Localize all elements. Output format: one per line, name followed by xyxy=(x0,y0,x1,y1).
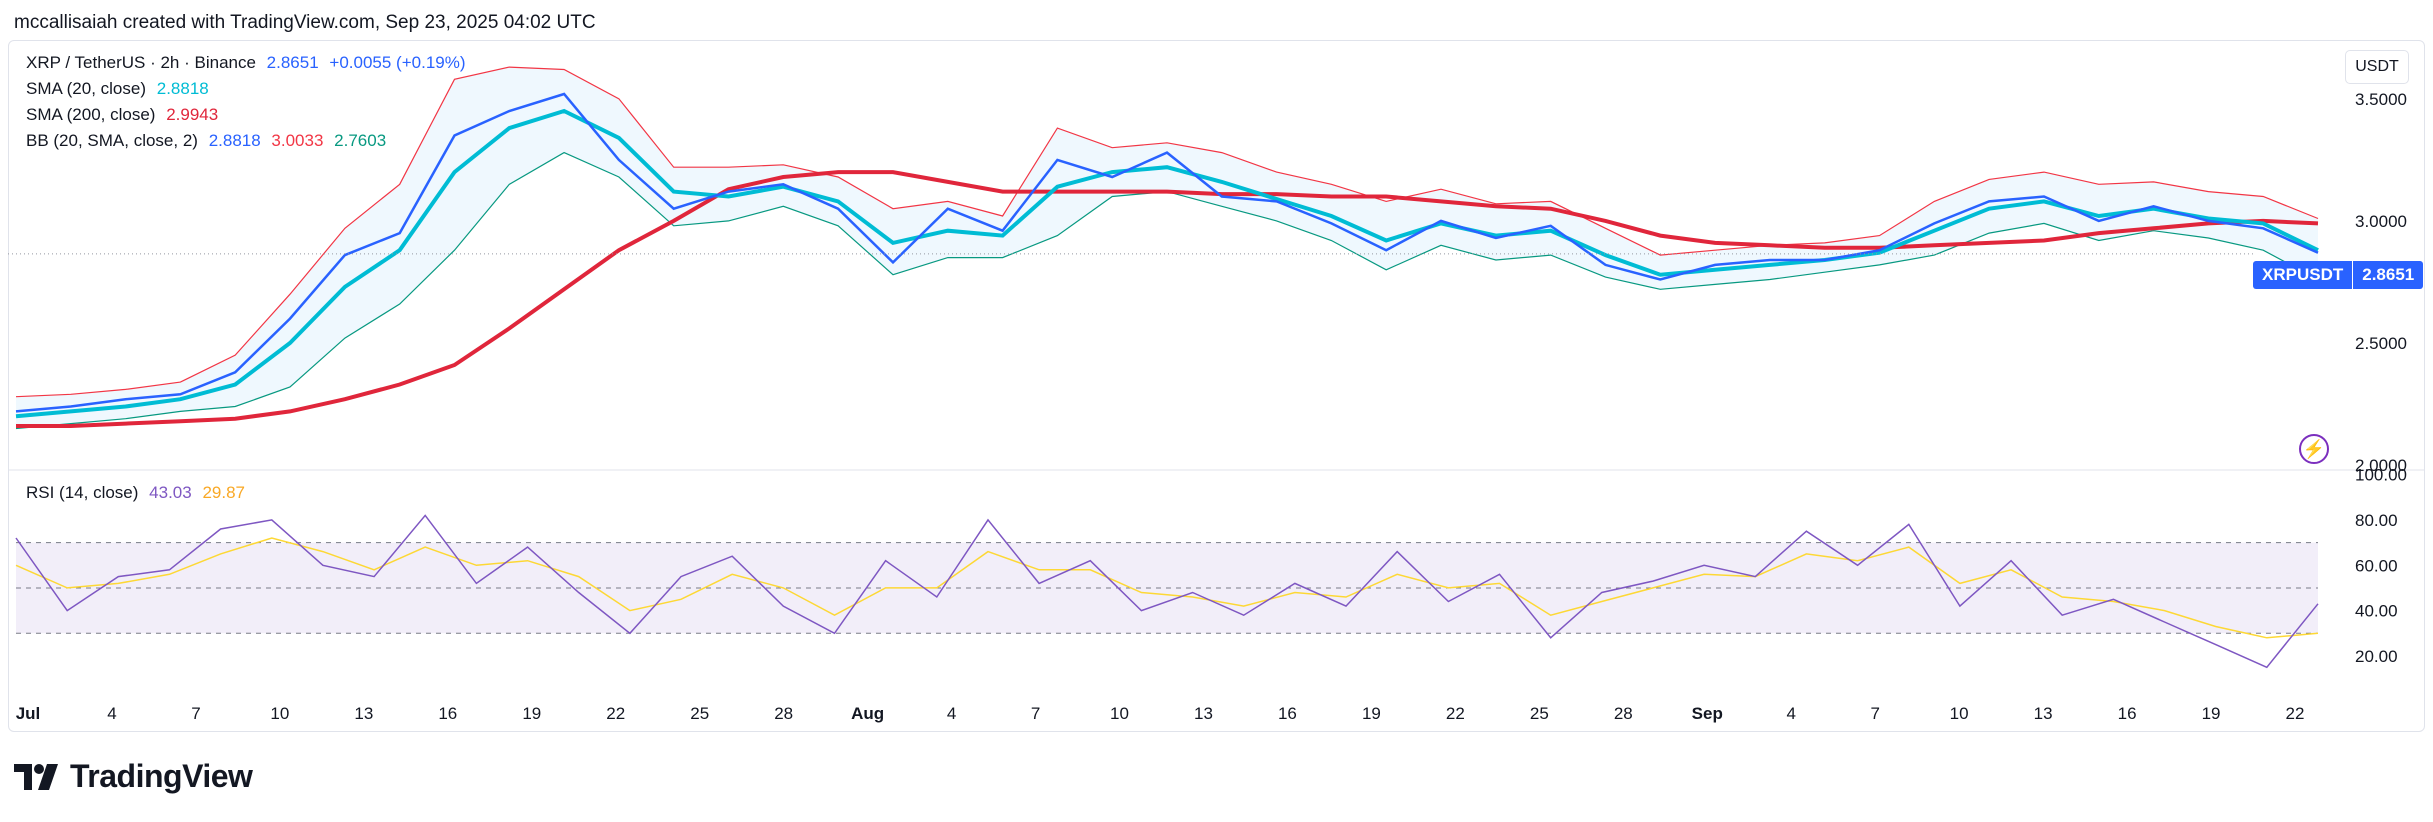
time-axis-tick: 16 xyxy=(2118,704,2137,723)
rsi-line xyxy=(15,514,2319,669)
price-axis-tick: 2.5000 xyxy=(2355,334,2407,353)
time-axis-tick: 4 xyxy=(1786,704,1795,723)
time-axis-tick: 16 xyxy=(1278,704,1297,723)
time-axis-tick: 19 xyxy=(1362,704,1381,723)
time-axis-tick: 28 xyxy=(774,704,793,723)
rsi-axis-tick: 100.00 xyxy=(2355,466,2407,485)
price-legend: XRP / TetherUS · 2h · Binance 2.8651 +0.… xyxy=(26,53,472,73)
time-axis-tick: 7 xyxy=(191,704,200,723)
time-axis-tick: 7 xyxy=(1870,704,1879,723)
sma20-legend: SMA (20, close) 2.8818 xyxy=(26,79,215,99)
rsi-axis-tick: 80.00 xyxy=(2355,511,2398,530)
time-axis-tick: 16 xyxy=(438,704,457,723)
time-axis-tick: 19 xyxy=(522,704,541,723)
brand-name: TradingView xyxy=(70,758,253,794)
rsi-axis-tick: 60.00 xyxy=(2355,556,2398,575)
price-axis-tick: 2.0000 xyxy=(2355,456,2407,475)
rsi-ma-value: 29.87 xyxy=(202,483,245,502)
time-axis-tick: 25 xyxy=(690,704,709,723)
time-axis-tick: 13 xyxy=(1194,704,1213,723)
sma200-value: 2.9943 xyxy=(166,105,219,124)
time-axis-tick: 10 xyxy=(1110,704,1129,723)
time-axis-tick: 25 xyxy=(1530,704,1549,723)
attribution-text: mccallisaiah created with TradingView.co… xyxy=(14,12,596,33)
bb-legend: BB (20, SMA, close, 2) 2.8818 3.0033 2.7… xyxy=(26,131,392,151)
price-change: +0.0055 (+0.19%) xyxy=(329,53,466,72)
time-axis-tick: 22 xyxy=(2286,704,2305,723)
sma20-value: 2.8818 xyxy=(156,79,209,98)
time-axis-tick: 28 xyxy=(1614,704,1633,723)
time-axis-tick: 10 xyxy=(270,704,289,723)
bb-basis-value: 2.8818 xyxy=(208,131,261,150)
last-price: 2.8651 xyxy=(266,53,319,72)
rsi-value: 43.03 xyxy=(149,483,192,502)
sma200-line xyxy=(16,170,2319,428)
time-axis-tick: 13 xyxy=(2034,704,2053,723)
time-axis-tick: 10 xyxy=(1950,704,1969,723)
time-axis-tick: 22 xyxy=(606,704,625,723)
bb-lower-value: 2.7603 xyxy=(334,131,387,150)
bb-label: BB (20, SMA, close, 2) xyxy=(26,131,198,150)
time-axis-tick: 13 xyxy=(354,704,373,723)
time-axis-tick: 4 xyxy=(947,704,956,723)
tradingview-logo-icon xyxy=(14,763,58,790)
price-axis-tick: 3.5000 xyxy=(2355,90,2407,109)
sma20-label: SMA (20, close) xyxy=(26,79,146,98)
sma20-line xyxy=(15,108,2319,419)
currency-button[interactable]: USDT xyxy=(2345,50,2409,84)
sma200-label: SMA (200, close) xyxy=(26,105,156,124)
time-axis-tick: 4 xyxy=(107,704,116,723)
bollinger-upper-line xyxy=(15,66,2319,398)
bollinger-band-fill xyxy=(16,67,2318,429)
price-line xyxy=(15,92,2319,413)
brand-logo[interactable]: TradingView xyxy=(14,758,253,795)
price-axis-tick: 3.0000 xyxy=(2355,212,2407,231)
time-axis-tick: 7 xyxy=(1031,704,1040,723)
lightning-icon[interactable]: ⚡ xyxy=(2299,434,2329,464)
rsi-axis-tick: 40.00 xyxy=(2355,602,2398,621)
rsi-label: RSI (14, close) xyxy=(26,483,139,502)
time-axis-tick: Aug xyxy=(851,704,884,723)
price-tag-symbol: XRPUSDT xyxy=(2253,261,2353,289)
time-axis-tick: Jul xyxy=(16,704,41,723)
chart-frame xyxy=(8,40,2425,732)
rsi-axis-tick: 20.00 xyxy=(2355,647,2398,666)
price-tag-value: 2.8651 xyxy=(2352,261,2424,289)
time-axis-tick: Sep xyxy=(1692,704,1723,723)
symbol-title: XRP / TetherUS · 2h · Binance xyxy=(26,53,256,72)
price-tag: XRPUSDT 2.8651 xyxy=(2253,261,2424,289)
sma200-legend: SMA (200, close) 2.9943 xyxy=(26,105,224,125)
time-axis-tick: 22 xyxy=(1446,704,1465,723)
bb-upper-value: 3.0033 xyxy=(271,131,324,150)
rsi-legend: RSI (14, close) 43.03 29.87 xyxy=(26,483,251,503)
time-axis-tick: 19 xyxy=(2202,704,2221,723)
